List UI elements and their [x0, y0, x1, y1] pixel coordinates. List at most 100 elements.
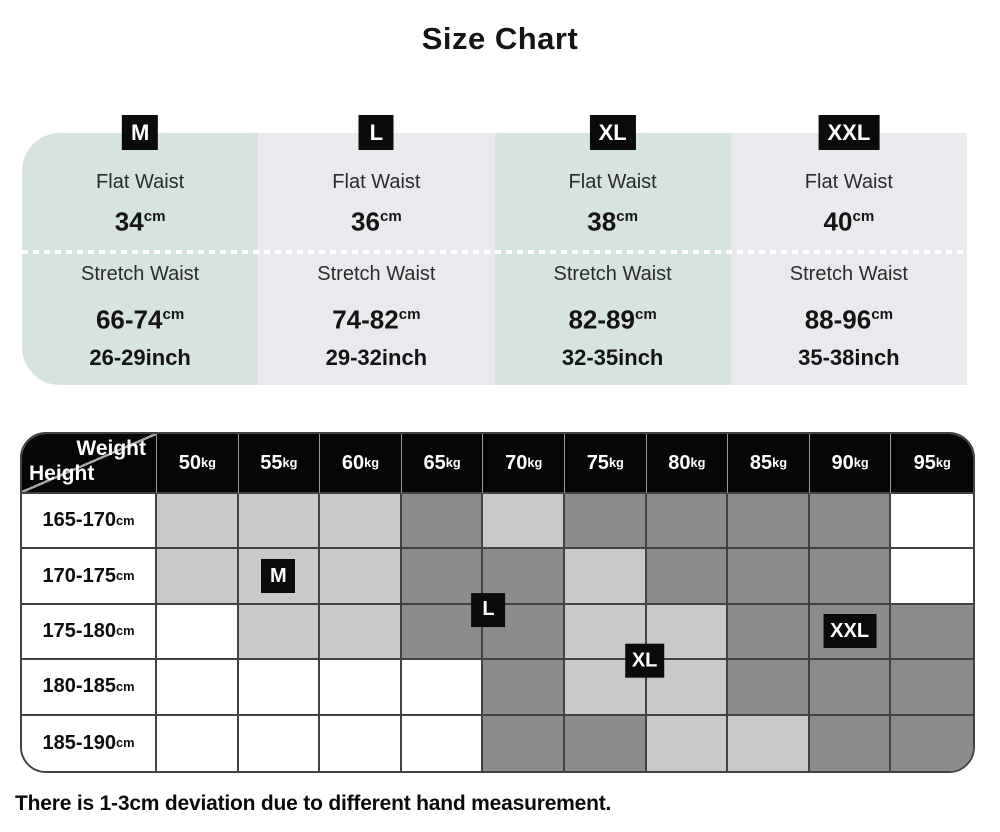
- matrix-cell: [238, 660, 321, 716]
- matrix-cell: [157, 604, 239, 661]
- weight-axis-label: Weight: [76, 437, 146, 460]
- flat-cm-value: 38: [587, 206, 617, 237]
- flat-waist-section: Flat Waist 36cm: [258, 133, 494, 252]
- matrix-cell: [320, 549, 402, 605]
- matrix-cell: XXL: [809, 604, 892, 661]
- flat-waist-section: Flat Waist 40cm: [731, 133, 967, 252]
- matrix-cell: [646, 549, 729, 605]
- flat-waist-value: 36cm: [258, 202, 494, 237]
- matrix-cell: [728, 660, 810, 716]
- weight-header-95kg: 95 kg: [891, 434, 973, 494]
- flat-waist-section: Flat Waist 34cm: [22, 133, 258, 252]
- matrix-cell: [891, 604, 973, 661]
- cm-superscript: cm: [379, 208, 402, 225]
- height-row-label-185-190cm: 185-190 cm: [22, 715, 157, 771]
- stretch-waist-section: Stretch Waist 66-74cm 26-29inch: [22, 252, 258, 385]
- matrix-cell: [157, 494, 239, 550]
- weight-header-60kg: 60 kg: [320, 434, 402, 494]
- matrix-grid: Weight Height 50 kg 55 kg 60 kg 65 kg 70 kg 75 kg 80…: [20, 432, 975, 773]
- cm-superscript: cm: [398, 306, 421, 323]
- height-row-label-180-185cm: 180-185 cm: [22, 660, 157, 716]
- matrix-cell: [401, 494, 484, 550]
- stretch-waist-label: Stretch Waist: [789, 263, 908, 285]
- height-row-label-165-170cm: 165-170 cm: [22, 494, 157, 550]
- stretch-inch-value: 26-29inch: [89, 344, 191, 370]
- matrix-cell: [320, 494, 402, 550]
- matrix-cell: [809, 494, 892, 550]
- weight-header-70kg: 70 kg: [483, 434, 565, 494]
- stretch-cm-value: 66-74: [95, 304, 163, 335]
- size-marker-xl: XL: [624, 643, 665, 678]
- weight-value: 75: [586, 451, 609, 474]
- flat-waist-value: 38cm: [495, 202, 731, 237]
- dashed-divider: [22, 250, 967, 254]
- matrix-cell: [891, 660, 973, 716]
- stretch-waist-value: 82-89cm: [495, 300, 731, 335]
- height-range: 175-180: [42, 619, 116, 642]
- size-column-xxl: XXL Flat Waist 40cm Stretch Waist 88-96c…: [730, 115, 967, 385]
- matrix-cell: [157, 549, 239, 605]
- weight-header-50kg: 50 kg: [157, 434, 239, 494]
- weight-header-85kg: 85 kg: [728, 434, 810, 494]
- stretch-inch-value: 35-38inch: [798, 344, 900, 370]
- matrix-cell: [728, 715, 810, 771]
- weight-value: 55: [260, 451, 283, 474]
- size-column-xl: XL Flat Waist 38cm Stretch Waist 82-89cm…: [494, 115, 731, 385]
- matrix-cell: [238, 494, 321, 550]
- weight-value: 90: [831, 451, 854, 474]
- matrix-cell: M: [238, 549, 321, 605]
- matrix-cell: [238, 604, 321, 661]
- stretch-waist-section: Stretch Waist 88-96cm 35-38inch: [731, 252, 967, 385]
- height-row-label-170-175cm: 170-175 cm: [22, 549, 157, 605]
- matrix-cell: [401, 660, 484, 716]
- stretch-waist-label: Stretch Waist: [317, 263, 436, 285]
- flat-cm-value: 40: [823, 206, 853, 237]
- size-column-l: L Flat Waist 36cm Stretch Waist 74-82cm …: [258, 115, 495, 385]
- stretch-cm-value: 74-82: [332, 304, 399, 335]
- matrix-corner-cell: Weight Height: [22, 434, 157, 494]
- stretch-waist-value: 88-96cm: [731, 300, 967, 335]
- flat-cm-value: 36: [351, 206, 380, 237]
- matrix-cell: [157, 715, 239, 771]
- matrix-cell: [891, 494, 973, 550]
- cm-superscript: cm: [852, 208, 875, 225]
- height-range: 170-175: [42, 564, 116, 587]
- cm-superscript: cm: [143, 208, 166, 225]
- cm-superscript: cm: [871, 306, 894, 323]
- matrix-cell: [728, 604, 810, 661]
- matrix-cell: [238, 715, 321, 771]
- size-tag-m: M: [121, 115, 159, 150]
- stretch-waist-label: Stretch Waist: [553, 263, 672, 285]
- matrix-cell: [564, 715, 647, 771]
- weight-value: 70: [505, 451, 528, 474]
- matrix-cell: [564, 549, 647, 605]
- stretch-waist-section: Stretch Waist 82-89cm 32-35inch: [495, 252, 731, 385]
- size-tag-xl: XL: [589, 115, 636, 150]
- matrix-cell: [809, 549, 892, 605]
- cm-superscript: cm: [616, 208, 638, 225]
- flat-waist-value: 40cm: [731, 202, 967, 237]
- deviation-note: There is 1-3cm deviation due to differen…: [15, 792, 612, 815]
- height-axis-label: Height: [29, 462, 95, 485]
- height-weight-matrix: Weight Height 50 kg 55 kg 60 kg 65 kg 70 kg 75 kg 80…: [20, 432, 975, 773]
- flat-waist-label: Flat Waist: [332, 171, 421, 193]
- weight-header-90kg: 90 kg: [809, 434, 892, 494]
- matrix-cell: XL: [624, 643, 729, 716]
- stretch-waist-label: Stretch Waist: [81, 263, 200, 285]
- matrix-cell: [320, 660, 402, 716]
- flat-waist-label: Flat Waist: [804, 171, 893, 193]
- matrix-cell: [157, 660, 239, 716]
- matrix-cell: [809, 715, 892, 771]
- weight-value: 85: [749, 451, 773, 474]
- cm-superscript: cm: [162, 306, 185, 323]
- weight-value: 60: [341, 451, 365, 474]
- size-marker-m: M: [261, 559, 296, 594]
- weight-value: 80: [668, 451, 691, 474]
- weight-value: 95: [913, 451, 936, 474]
- weight-value: 50: [178, 451, 201, 474]
- stretch-waist-value: 66-74cm: [22, 300, 258, 335]
- stretch-cm-value: 82-89: [568, 304, 635, 335]
- weight-header-80kg: 80 kg: [646, 434, 729, 494]
- flat-cm-value: 34: [114, 206, 144, 237]
- matrix-cell: [483, 715, 565, 771]
